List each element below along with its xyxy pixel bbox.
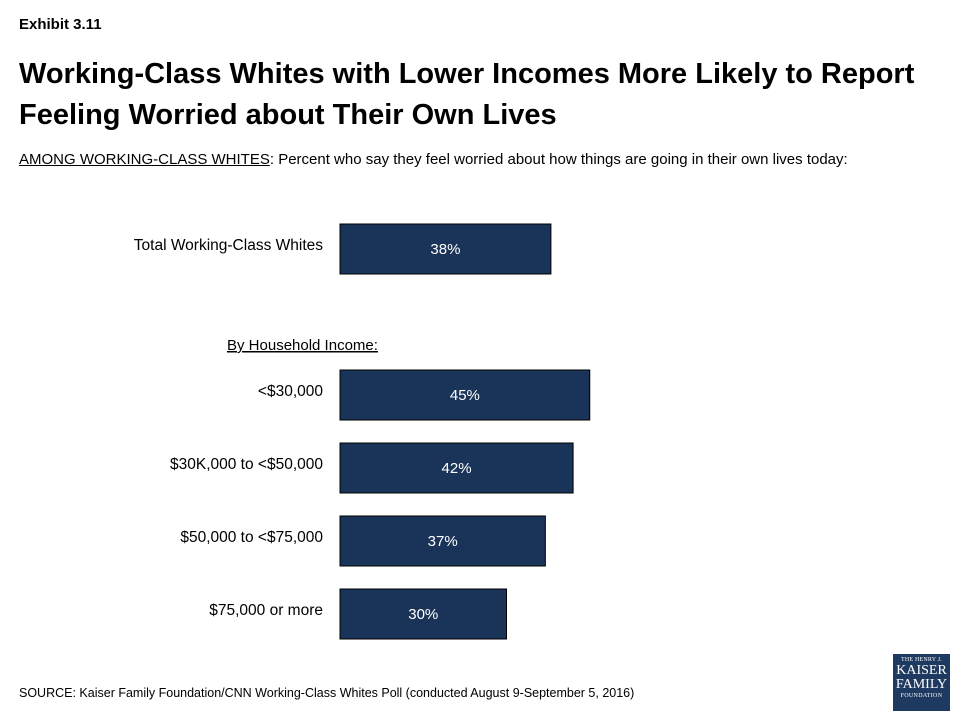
chart-title: Working-Class Whites with Lower Incomes … xyxy=(19,58,915,131)
data-label: 30% xyxy=(408,606,438,623)
category-label: $75,000 or more xyxy=(209,602,323,619)
data-label: 45% xyxy=(450,387,480,404)
data-label: 42% xyxy=(442,460,472,477)
category-label: $50,000 to <$75,000 xyxy=(180,529,323,546)
data-label: 37% xyxy=(428,533,458,550)
category-label: Total Working-Class Whites xyxy=(134,237,323,254)
kaiser-family-foundation-logo: THE HENRY J. KAISER FAMILY FOUNDATION xyxy=(893,654,950,711)
bar xyxy=(339,223,552,275)
data-label: 38% xyxy=(430,241,460,258)
bar xyxy=(339,369,591,421)
subtitle-question: : Percent who say they feel worried abou… xyxy=(269,151,848,168)
logo-line-4: FOUNDATION xyxy=(900,693,943,699)
group-label-household-income: By Household Income: xyxy=(227,337,378,354)
source-note: SOURCE: Kaiser Family Foundation/CNN Wor… xyxy=(19,686,635,700)
bar xyxy=(339,588,507,640)
logo-line-1: THE HENRY J. xyxy=(900,657,942,663)
chart-subtitle: AMONG WORKING-CLASS WHITES: Percent who … xyxy=(19,149,919,170)
logo-line-3: FAMILY xyxy=(895,677,948,692)
logo-line-2: KAISER xyxy=(896,663,947,678)
bar xyxy=(339,515,546,567)
exhibit-label: Exhibit 3.11 xyxy=(19,16,102,33)
subtitle-population: AMONG WORKING-CLASS WHITES xyxy=(19,151,270,168)
category-label: $30K,000 to <$50,000 xyxy=(170,456,323,473)
bar xyxy=(339,442,574,494)
category-label: <$30,000 xyxy=(258,383,323,400)
